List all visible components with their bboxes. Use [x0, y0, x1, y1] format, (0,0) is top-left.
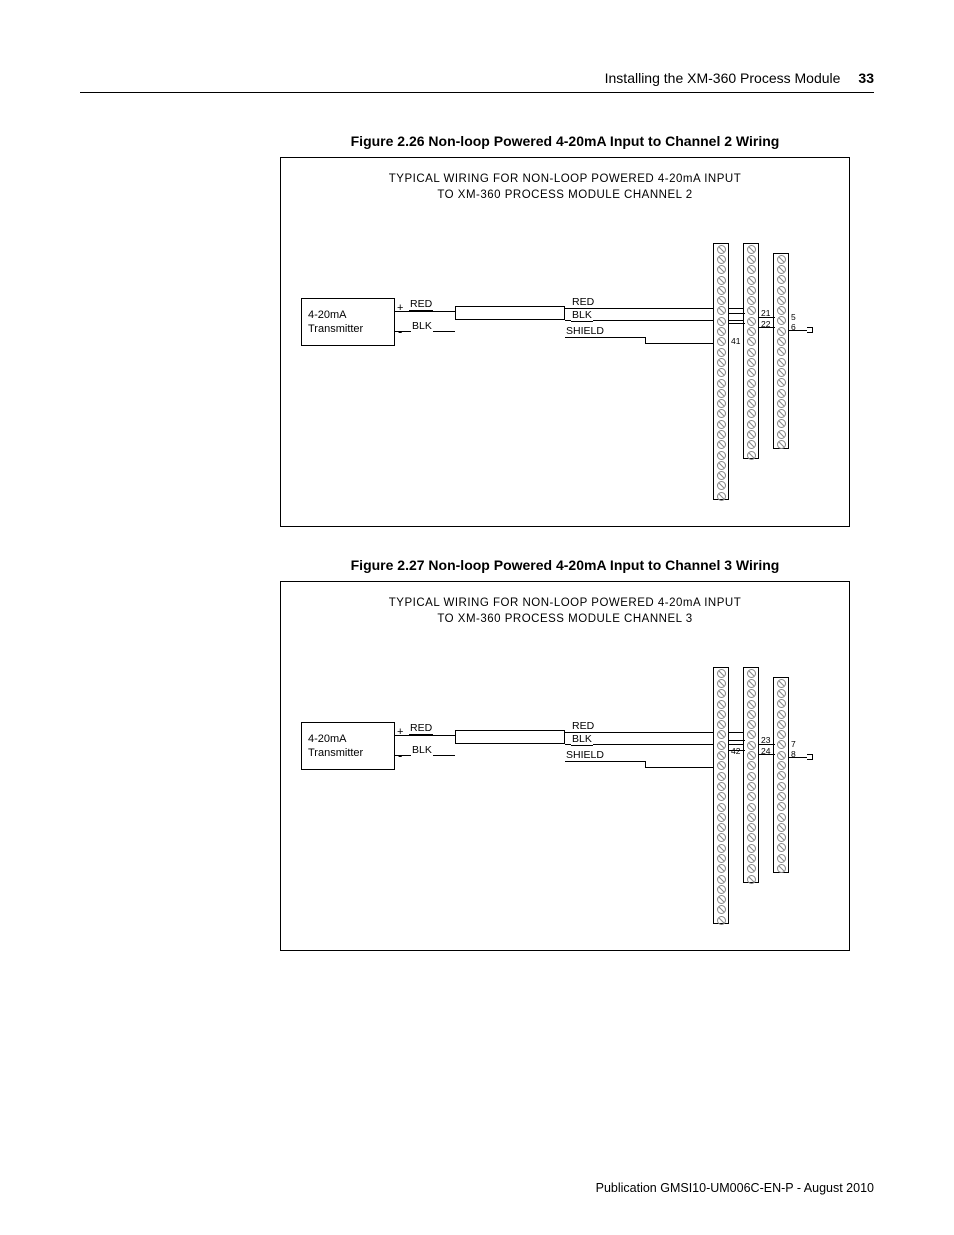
figure-227: TYPICAL WIRING FOR NON-LOOP POWERED 4-20…: [280, 581, 850, 951]
wire-label-shield: SHIELD: [565, 325, 605, 338]
wire: [789, 757, 807, 758]
terminal-block-left: for(let i=0;i<25;i++)document.write('<di…: [713, 243, 729, 500]
terminal-block-left: for(let i=0;i<25;i++)document.write('<di…: [713, 667, 729, 924]
transmitter-box: 4-20mA Transmitter: [301, 298, 395, 346]
wire: [645, 343, 715, 344]
terminal-block-mid: for(let i=0;i<21;i++)document.write('<di…: [743, 667, 759, 883]
term-num: 24: [761, 746, 770, 756]
chassis-gnd-icon: [807, 754, 813, 760]
footer-publication: Publication GMSI10-UM006C-EN-P - August …: [596, 1181, 874, 1195]
term-num: 41: [731, 336, 740, 346]
terminal-block-right: for(let i=0;i<19;i++)document.write('<di…: [773, 677, 789, 873]
figure-caption-227: Figure 2.27 Non-loop Powered 4-20mA Inpu…: [280, 557, 850, 573]
figure-226: TYPICAL WIRING FOR NON-LOOP POWERED 4-20…: [280, 157, 850, 527]
wire-label-blk2: BLK: [571, 733, 593, 746]
term-num: 22: [761, 319, 770, 329]
header-section: Installing the XM-360 Process Module: [605, 70, 841, 86]
wire-label-red2: RED: [571, 720, 595, 733]
figure-title-line2: TO XM-360 PROCESS MODULE CHANNEL 2: [437, 189, 692, 201]
page: Installing the XM-360 Process Module 33 …: [0, 0, 954, 1235]
wire-label-blk: BLK: [411, 320, 433, 332]
transmitter-box: 4-20mA Transmitter: [301, 722, 395, 770]
term-num: 23: [761, 735, 770, 745]
wire: [395, 735, 455, 736]
wire: [729, 323, 745, 324]
wire-label-red: RED: [409, 722, 433, 735]
figure-title: TYPICAL WIRING FOR NON-LOOP POWERED 4-20…: [281, 172, 849, 203]
term-num: 7: [791, 739, 796, 749]
figure-title-line2: TO XM-360 PROCESS MODULE CHANNEL 3: [437, 613, 692, 625]
wire: [645, 767, 715, 768]
figure-caption-226: Figure 2.26 Non-loop Powered 4-20mA Inpu…: [280, 133, 850, 149]
cable-bundle: [455, 730, 565, 744]
wire-label-red: RED: [409, 298, 433, 311]
term-num: 42: [731, 746, 740, 756]
wire: [789, 330, 807, 331]
figure-title-line1: TYPICAL WIRING FOR NON-LOOP POWERED 4-20…: [389, 173, 741, 185]
figure-title-line1: TYPICAL WIRING FOR NON-LOOP POWERED 4-20…: [389, 597, 741, 609]
wire-label-shield: SHIELD: [565, 749, 605, 762]
term-num: 5: [791, 312, 796, 322]
cable-bundle: [455, 306, 565, 320]
terminal-block-mid: for(let i=0;i<21;i++)document.write('<di…: [743, 243, 759, 459]
transmitter-line1: 4-20mA: [308, 308, 394, 322]
wire: [729, 740, 745, 741]
plus-symbol: +: [397, 726, 403, 738]
wire-label-red2: RED: [571, 296, 595, 309]
chassis-gnd-icon: [807, 327, 813, 333]
transmitter-line2: Transmitter: [308, 322, 394, 336]
transmitter-line1: 4-20mA: [308, 732, 394, 746]
term-num: 21: [761, 308, 770, 318]
page-header: Installing the XM-360 Process Module 33: [80, 70, 874, 93]
wire-label-blk: BLK: [411, 744, 433, 756]
header-page-number: 33: [858, 70, 874, 86]
terminal-block-right: for(let i=0;i<19;i++)document.write('<di…: [773, 253, 789, 449]
figure-title: TYPICAL WIRING FOR NON-LOOP POWERED 4-20…: [281, 596, 849, 627]
wire: [395, 311, 455, 312]
transmitter-line2: Transmitter: [308, 746, 394, 760]
wire: [729, 313, 745, 314]
plus-symbol: +: [397, 302, 403, 314]
wire-label-blk2: BLK: [571, 309, 593, 322]
